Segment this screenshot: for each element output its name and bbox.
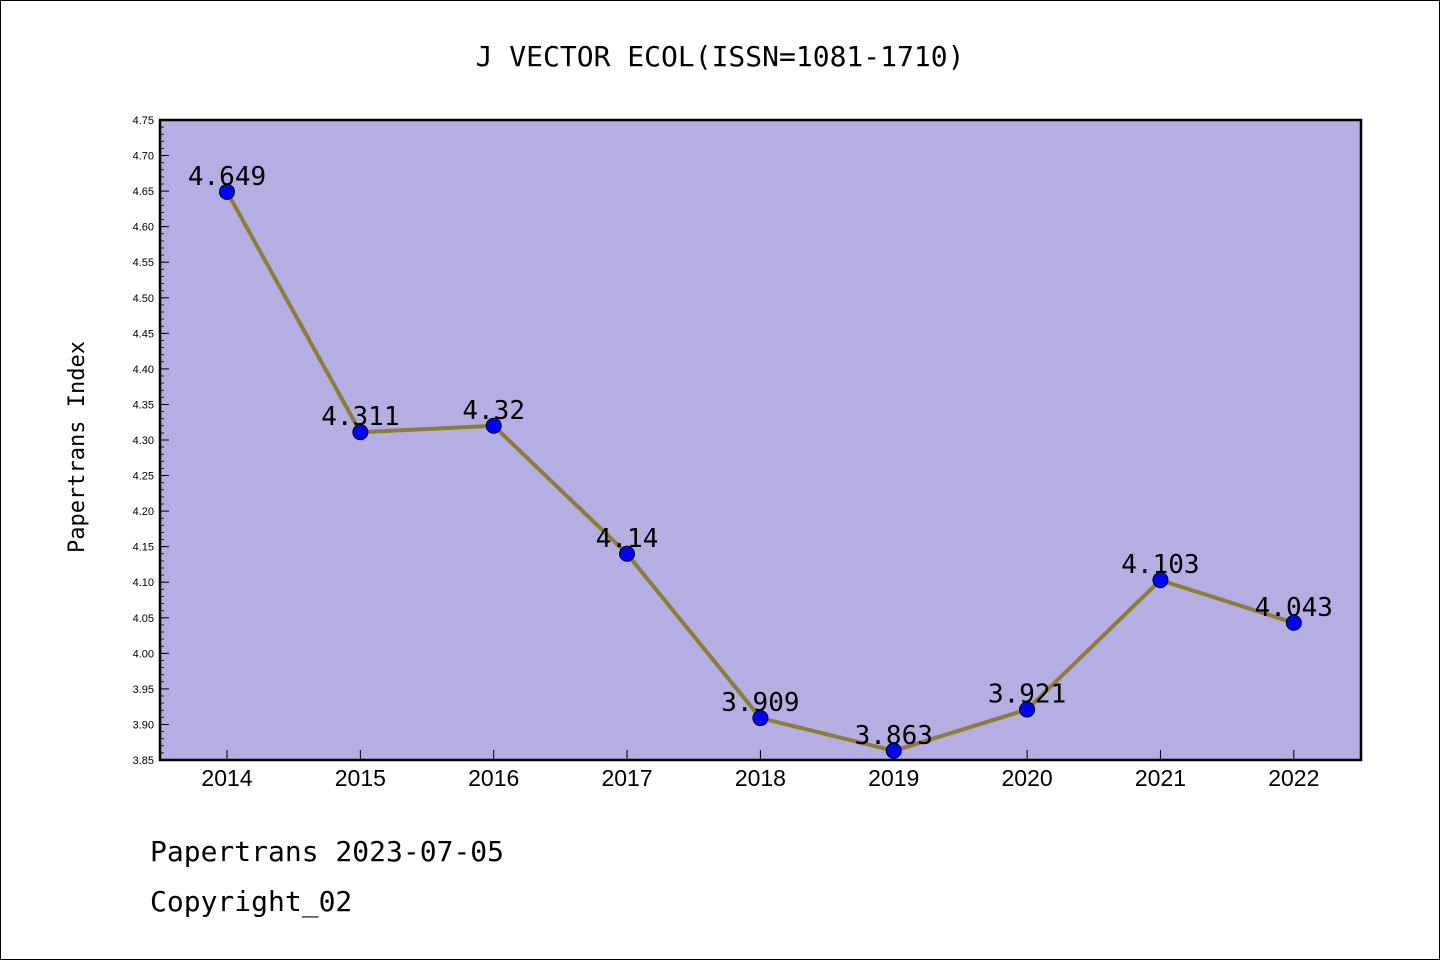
y-tick-label: 3.90 — [133, 719, 154, 731]
data-label: 4.649 — [188, 162, 266, 192]
y-tick-label: 4.65 — [133, 186, 154, 198]
y-tick-label: 4.60 — [133, 222, 154, 234]
y-tick-label: 3.85 — [133, 755, 154, 767]
data-point — [885, 742, 902, 759]
data-label: 3.909 — [721, 688, 799, 718]
data-label: 4.14 — [596, 524, 659, 554]
data-label: 4.311 — [321, 402, 399, 432]
y-tick-label: 4.15 — [133, 542, 154, 554]
y-tick-label: 4.05 — [133, 613, 154, 625]
y-tick-label: 4.45 — [133, 328, 154, 340]
x-tick-label: 2014 — [201, 765, 252, 791]
y-tick-label: 4.20 — [133, 506, 154, 518]
x-tick-label: 2019 — [868, 765, 919, 791]
y-tick-label: 4.40 — [133, 364, 154, 376]
x-tick-label: 2022 — [1268, 765, 1319, 791]
data-label: 4.32 — [462, 396, 525, 426]
data-point — [352, 424, 369, 441]
data-label: 3.863 — [855, 721, 933, 751]
x-tick-label: 2015 — [335, 765, 386, 791]
data-point — [485, 417, 502, 434]
data-point — [1152, 572, 1169, 589]
y-tick-label: 4.50 — [133, 293, 154, 305]
data-labels: 4.649 4.311 4.32 4.14 3.909 3.863 3.921 4.103 4.… — [188, 162, 1333, 751]
y-axis-label: Papertrans Index — [65, 341, 90, 553]
data-point — [1285, 614, 1302, 631]
y-tick-label: 4.30 — [133, 435, 154, 447]
footer-copyright: Copyright_02 — [150, 885, 353, 918]
y-axis-ticks: 3.85 3.90 3.95 4.00 4.05 4.10 4.15 4.20 4.25 4.30… — [133, 115, 169, 767]
y-tick-label: 4.00 — [133, 648, 154, 660]
x-tick-label: 2020 — [1002, 765, 1053, 791]
y-tick-label: 4.35 — [133, 399, 154, 411]
data-label: 4.043 — [1255, 593, 1333, 623]
chart-title: J VECTOR ECOL(ISSN=1081-1710) — [476, 40, 965, 73]
footer-date: Papertrans 2023-07-05 — [150, 835, 505, 868]
y-tick-label: 3.95 — [133, 684, 154, 696]
data-point — [619, 545, 636, 562]
data-point — [219, 183, 235, 200]
data-label: 3.921 — [988, 680, 1066, 710]
x-axis-ticks: 2014 2015 2016 2017 2018 2019 2020 2021 2022 — [201, 750, 1319, 791]
x-tick-label: 2016 — [468, 765, 519, 791]
y-tick-label: 4.75 — [133, 115, 154, 127]
y-tick-label: 4.25 — [133, 471, 154, 483]
x-tick-label: 2017 — [601, 765, 652, 791]
data-point — [752, 710, 769, 727]
y-tick-label: 4.10 — [133, 577, 154, 589]
x-tick-label: 2018 — [735, 765, 786, 791]
x-tick-label: 2021 — [1135, 765, 1186, 791]
data-markers — [219, 183, 1302, 759]
plot-area — [160, 120, 1361, 760]
data-label: 4.103 — [1121, 550, 1199, 580]
data-point — [1019, 701, 1036, 718]
plot-border — [158, 118, 1363, 762]
y-tick-label: 4.70 — [133, 151, 154, 163]
y-tick-label: 4.55 — [133, 257, 154, 269]
